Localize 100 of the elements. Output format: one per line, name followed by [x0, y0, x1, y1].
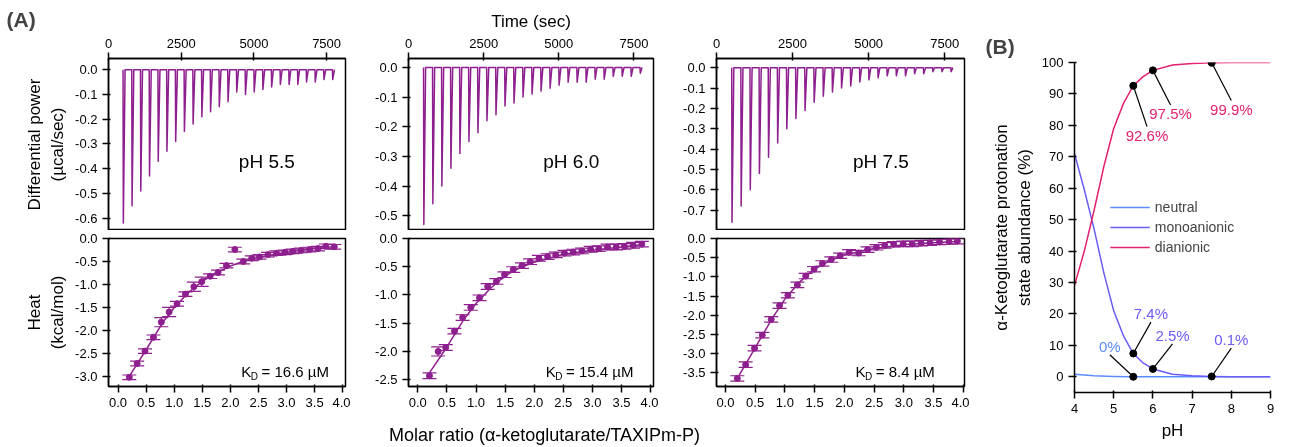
y-tick-label: 0.0: [687, 231, 706, 246]
x-tick-label: 1.0: [466, 394, 486, 410]
y-tick-label: -0.3: [75, 136, 98, 152]
x-tick-label: 5000: [239, 35, 269, 51]
x-tick-label: 0.0: [109, 394, 128, 410]
y-tick-label: -0.5: [683, 161, 706, 177]
chart-title: (B): [985, 34, 1015, 58]
x-tick-label: 1.5: [496, 394, 515, 410]
legend-label: monoanionic: [1154, 219, 1235, 235]
y-tick-label: -0.1: [375, 89, 398, 105]
x-tick-label: 8: [1227, 400, 1235, 416]
line-series: [422, 66, 643, 226]
x-tick-label: 9: [1266, 400, 1275, 416]
x-tick-label: 1.5: [193, 394, 212, 410]
x-tick-label: 0.5: [746, 394, 765, 410]
y-tick-label: -0.2: [683, 100, 706, 116]
annotation: 0.1%: [1214, 331, 1249, 349]
x-tick-label: 3.0: [583, 394, 602, 410]
x-tick-label: 0: [104, 35, 113, 51]
annotation: pH 6.0: [543, 151, 600, 173]
x-tick-label: 5000: [544, 35, 574, 51]
y-tick-label: -0.5: [375, 259, 398, 275]
x-tick-label: 4.0: [332, 394, 351, 410]
x-tick-label: 0: [712, 35, 721, 51]
legend-label: neutral: [1154, 199, 1198, 215]
y-tick-label: -2.0: [683, 307, 706, 323]
y-tick-label: -0.3: [375, 148, 398, 164]
x-tick-label: 2500: [166, 35, 196, 51]
x-tick-label: 4.0: [640, 394, 659, 410]
line-series: [122, 68, 336, 224]
x-tick-label: 7500: [619, 35, 649, 51]
y-tick-label: 60: [1049, 180, 1064, 196]
y-tick-label: -0.5: [683, 250, 706, 266]
y-tick-label: -2.5: [75, 345, 98, 361]
y-tick-label: -0.6: [75, 210, 98, 226]
x-tick-label: 2.5: [554, 394, 573, 410]
y-tick-label: -2.0: [375, 343, 398, 359]
y-tick-label: 80: [1049, 117, 1064, 133]
y-tick-label: 0: [1056, 369, 1064, 385]
y-tick-label: -1.0: [375, 287, 398, 303]
x-tick-label: 7500: [930, 35, 960, 51]
y-tick-label: 20: [1049, 306, 1064, 322]
y-tick-label: -2.5: [375, 372, 398, 388]
x-tick-label: 0: [404, 35, 413, 51]
y-tick-label: 0.0: [379, 231, 398, 246]
y-tick-label: -0.5: [75, 185, 98, 201]
line-series: [730, 66, 954, 224]
x-tick-label: 3.5: [612, 394, 631, 410]
x-tick-label: 2500: [469, 35, 499, 51]
annotation: 99.9%: [1210, 100, 1253, 118]
x-tick-label: 0.5: [437, 394, 456, 410]
x-tick-label: 2.5: [865, 394, 884, 410]
x-tick-label: 2.5: [249, 394, 268, 410]
annotation: 92.6%: [1125, 126, 1169, 144]
annotation: pH 7.5: [852, 151, 909, 173]
y-tick-label: -0.1: [75, 86, 98, 102]
y-tick-label: -0.4: [75, 161, 98, 177]
y-tick-label: -1.5: [683, 288, 706, 304]
y-tick-label: -0.1: [683, 80, 706, 96]
y-tick-label: -0.5: [75, 253, 98, 269]
x-tick-label: 0.0: [408, 394, 427, 410]
x-tick-label: 7500: [312, 35, 342, 51]
x-tick-label: 3.5: [924, 394, 943, 410]
x-tick-label: 2.0: [525, 394, 544, 410]
x-tick-label: 0.0: [716, 394, 735, 410]
y-axis-title: Heat (kcal/mol): [25, 275, 68, 350]
x-tick-label: 1.0: [165, 394, 184, 410]
y-axis-title: Differential power (µcal/sec): [25, 78, 68, 211]
y-tick-label: 0.0: [379, 59, 398, 75]
y-tick-label: 40: [1049, 243, 1064, 259]
x-tick-label: 5: [1110, 400, 1118, 416]
y-tick-label: -0.4: [683, 141, 706, 157]
x-tick-label: 4.0: [951, 394, 970, 410]
x-tick-label: 1.5: [805, 394, 824, 410]
y-tick-label: 0.0: [687, 60, 706, 76]
x-tick-label: 2500: [778, 35, 808, 51]
x-tick-label: 7: [1188, 400, 1196, 416]
y-tick-label: -0.7: [683, 202, 706, 218]
annotation: 2.5%: [1155, 326, 1190, 344]
x-tick-label: 6: [1149, 400, 1157, 416]
y-tick-label: -3.0: [75, 368, 98, 384]
x-axis-title: pH: [1161, 420, 1184, 440]
x-tick-label: 4: [1070, 400, 1079, 416]
x-tick-label: 3.5: [305, 394, 324, 410]
y-tick-label: -1.0: [683, 269, 706, 285]
y-tick-label: -0.2: [375, 119, 398, 135]
x-tick-label: 2.0: [835, 394, 854, 410]
y-tick-label: -3.5: [683, 365, 706, 381]
y-tick-label: -2.5: [683, 326, 706, 342]
y-tick-label: 30: [1049, 275, 1064, 290]
x-axis-title: Time (sec): [491, 11, 571, 31]
y-tick-label: -0.3: [683, 121, 706, 137]
y-tick-label: 0.0: [79, 62, 98, 78]
legend-label: dianionic: [1154, 239, 1211, 255]
y-tick-label: 0.0: [79, 231, 98, 246]
y-tick-label: -1.0: [75, 276, 98, 292]
y-tick-label: 100: [1041, 55, 1064, 70]
annotation: 7.4%: [1133, 305, 1169, 323]
y-axis-title: α-Ketoglutarate protonation state abundance (%): [992, 124, 1034, 331]
annotation: pH 5.5: [238, 151, 295, 173]
